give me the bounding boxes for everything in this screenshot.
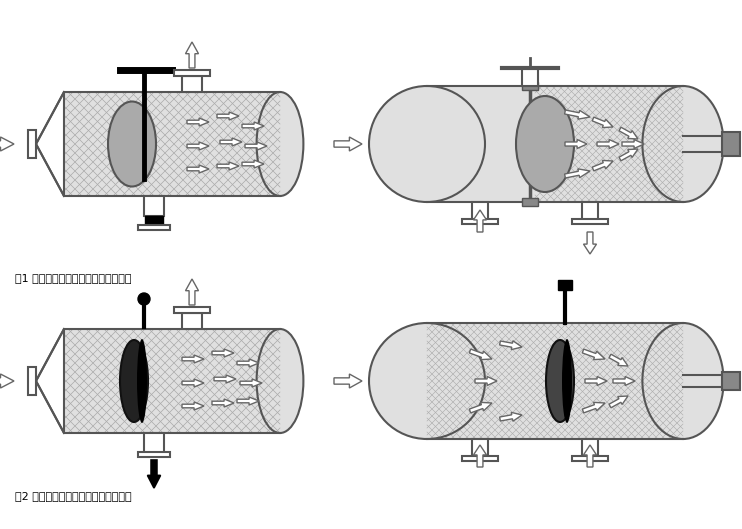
- Polygon shape: [582, 403, 605, 413]
- Polygon shape: [148, 460, 160, 488]
- Bar: [174, 70, 210, 76]
- Bar: [572, 219, 608, 224]
- Bar: [182, 76, 202, 92]
- Polygon shape: [334, 137, 362, 151]
- Ellipse shape: [369, 323, 485, 439]
- Polygon shape: [182, 355, 204, 363]
- Bar: [138, 452, 170, 457]
- Polygon shape: [613, 377, 635, 386]
- Ellipse shape: [562, 339, 572, 423]
- Bar: [472, 439, 488, 457]
- Bar: [462, 219, 498, 224]
- Polygon shape: [619, 149, 638, 161]
- Ellipse shape: [257, 329, 303, 433]
- Bar: [472, 202, 488, 220]
- Polygon shape: [582, 349, 605, 360]
- Bar: [722, 372, 740, 390]
- Polygon shape: [186, 42, 199, 68]
- Bar: [427, 323, 683, 439]
- Bar: [522, 68, 538, 86]
- Bar: [64, 329, 280, 433]
- Bar: [522, 198, 538, 206]
- Polygon shape: [220, 138, 242, 146]
- Ellipse shape: [643, 323, 723, 439]
- Polygon shape: [187, 118, 209, 126]
- Polygon shape: [187, 142, 209, 150]
- Bar: [582, 439, 598, 457]
- Polygon shape: [469, 349, 492, 360]
- Ellipse shape: [138, 293, 150, 305]
- Polygon shape: [186, 279, 199, 305]
- Ellipse shape: [546, 340, 574, 422]
- Bar: [558, 280, 572, 290]
- Bar: [572, 456, 608, 461]
- Polygon shape: [36, 92, 64, 196]
- Polygon shape: [182, 379, 204, 387]
- Text: 图2 反洗排污状态（水流导向阀关闭）: 图2 反洗排污状态（水流导向阀关闭）: [15, 491, 131, 501]
- Polygon shape: [475, 377, 497, 386]
- Polygon shape: [187, 165, 209, 173]
- Polygon shape: [214, 375, 236, 383]
- Ellipse shape: [108, 102, 156, 187]
- Polygon shape: [36, 329, 64, 433]
- Polygon shape: [237, 397, 259, 405]
- Polygon shape: [242, 160, 264, 168]
- Polygon shape: [182, 402, 204, 410]
- Polygon shape: [334, 374, 362, 388]
- Ellipse shape: [516, 96, 574, 192]
- Polygon shape: [217, 162, 239, 170]
- Polygon shape: [619, 127, 638, 139]
- Polygon shape: [212, 399, 234, 407]
- Polygon shape: [499, 413, 522, 421]
- Ellipse shape: [137, 339, 147, 423]
- Polygon shape: [609, 396, 628, 408]
- Ellipse shape: [120, 340, 148, 422]
- Bar: [144, 433, 164, 453]
- Polygon shape: [0, 374, 14, 388]
- Polygon shape: [0, 137, 14, 151]
- Polygon shape: [565, 169, 590, 178]
- Bar: [145, 216, 163, 226]
- Polygon shape: [473, 445, 487, 467]
- Bar: [182, 313, 202, 329]
- Polygon shape: [609, 354, 628, 366]
- Text: 图1 正常过滤状态（水流导向阀开启）: 图1 正常过滤状态（水流导向阀开启）: [15, 273, 131, 283]
- Polygon shape: [473, 210, 487, 232]
- Polygon shape: [585, 377, 607, 386]
- Ellipse shape: [643, 86, 723, 202]
- Bar: [28, 130, 36, 158]
- Polygon shape: [565, 140, 587, 149]
- Polygon shape: [242, 122, 264, 130]
- Bar: [722, 132, 740, 156]
- Bar: [28, 367, 36, 395]
- Bar: [144, 196, 164, 216]
- Polygon shape: [237, 359, 259, 367]
- Bar: [427, 86, 683, 202]
- Polygon shape: [583, 232, 597, 254]
- Bar: [174, 307, 210, 313]
- Polygon shape: [499, 341, 522, 350]
- Bar: [582, 202, 598, 220]
- Polygon shape: [565, 110, 590, 119]
- Polygon shape: [245, 142, 267, 150]
- Bar: [522, 82, 538, 90]
- Polygon shape: [597, 140, 619, 149]
- Polygon shape: [212, 349, 234, 357]
- Bar: [64, 92, 280, 196]
- Polygon shape: [583, 445, 597, 467]
- Polygon shape: [592, 117, 613, 127]
- Polygon shape: [469, 403, 492, 413]
- Bar: [138, 225, 170, 230]
- Bar: [462, 456, 498, 461]
- Ellipse shape: [257, 92, 303, 196]
- Polygon shape: [592, 160, 613, 171]
- Polygon shape: [622, 140, 644, 149]
- Ellipse shape: [369, 86, 485, 202]
- Polygon shape: [240, 379, 262, 387]
- Polygon shape: [217, 112, 239, 120]
